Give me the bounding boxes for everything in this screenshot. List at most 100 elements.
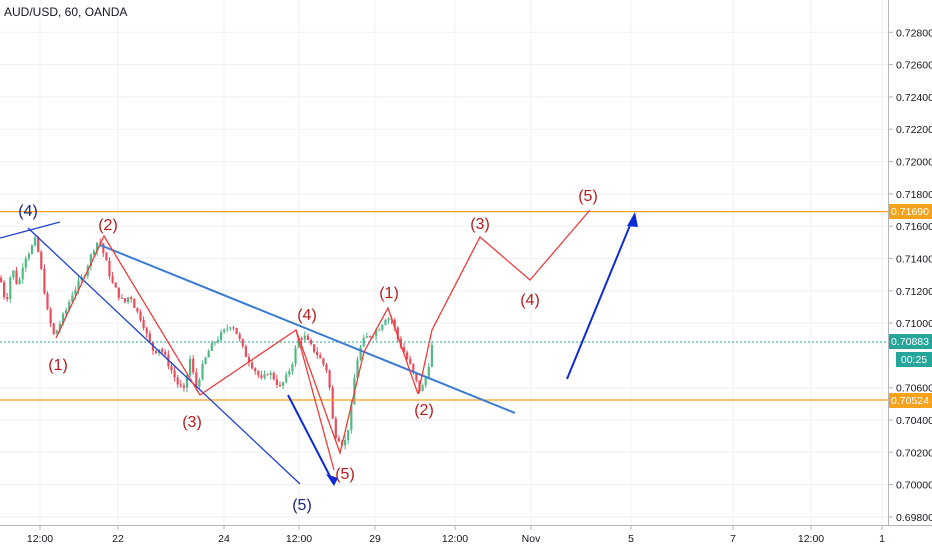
wave-small-path[interactable] [295, 306, 419, 456]
xtick-label: 29 [369, 533, 381, 545]
ytick-label: 0.72200 [896, 124, 932, 136]
wave-label-red-1: (1) [48, 357, 68, 374]
wave-label-blue-4: (4) [18, 203, 38, 220]
ytick-label: 0.71000 [896, 318, 932, 330]
candle-body [102, 243, 105, 254]
candle-body [58, 323, 61, 331]
ytick-label: 0.70600 [896, 383, 932, 395]
candle-body [347, 429, 350, 441]
candle-body [114, 282, 117, 288]
chart-grid [0, 0, 888, 525]
candle-body [247, 357, 251, 363]
countdown-badge [896, 352, 932, 367]
projection-arrow-shaft[interactable] [566, 217, 634, 380]
candle-body [145, 328, 148, 334]
candle-body [173, 370, 176, 378]
candle-body [415, 372, 418, 381]
candle-body [375, 330, 378, 337]
candle-body [303, 335, 306, 340]
candle-body [185, 375, 189, 388]
wave-label-red-1b: (1) [379, 285, 399, 302]
wave-labels: (4) (2) (1) (3) (4) (5) (1) (2) (3) (4) … [18, 188, 598, 514]
candle-body [136, 307, 139, 312]
candle-body [412, 363, 415, 373]
time-axis[interactable]: 12:00 22 24 12:00 29 12:00 Nov 5 7 12:00 1 [27, 525, 885, 545]
wave-abc-path[interactable] [55, 234, 335, 471]
price-axis[interactable]: 0.72800 0.72600 0.72400 0.72200 0.72000 0.718… [888, 27, 932, 524]
candle-body [378, 329, 381, 331]
candle-body [77, 280, 80, 290]
candle-body [220, 332, 223, 340]
symbol-label[interactable]: AUD/USD, 60, OANDA [4, 5, 128, 19]
horizontal-levels[interactable] [0, 211, 888, 401]
candle-body [120, 297, 123, 299]
candle-body [117, 287, 120, 298]
trendline-main[interactable] [99, 244, 516, 414]
candle-body [325, 364, 328, 371]
candle-body [272, 372, 275, 380]
projection-arrowhead-icon [627, 212, 638, 227]
ytick-label: 0.72000 [896, 157, 932, 169]
candle-body [356, 359, 359, 379]
channel-lower-line[interactable] [27, 227, 301, 485]
candle-body [291, 364, 294, 372]
candle-body [251, 362, 254, 369]
drawing-objects[interactable] [0, 209, 638, 486]
candle-body [210, 343, 213, 351]
wave-label-red-3: (3) [182, 414, 202, 431]
candle-body [127, 297, 130, 303]
candlestick-series [0, 235, 433, 450]
ytick-label: 0.72800 [896, 27, 932, 39]
candle-body [55, 330, 58, 334]
candle-body [266, 374, 269, 376]
candle-body [406, 352, 409, 359]
candle-body [257, 371, 260, 376]
candle-body [334, 418, 337, 439]
candle-body [285, 374, 288, 383]
candle-body [396, 327, 399, 339]
wave-label-red-5: (5) [335, 466, 355, 483]
candle-body [37, 237, 40, 252]
xtick-label: 12:00 [27, 533, 53, 545]
candle-body [300, 338, 303, 340]
xtick-label: 12:00 [798, 533, 824, 545]
candle-body [52, 323, 55, 334]
xtick-label: 22 [112, 533, 124, 545]
wave-projection-path[interactable] [417, 209, 591, 395]
candle-body [294, 347, 297, 365]
candle-body [350, 404, 353, 430]
candle-body [409, 358, 412, 364]
candle-body [170, 366, 173, 371]
candle-body [24, 258, 27, 268]
ytick-label: 0.72400 [896, 92, 932, 104]
ytick-label: 0.71200 [896, 286, 932, 298]
candle-body [161, 349, 164, 352]
ytick-label: 0.70200 [896, 447, 932, 459]
wave-5-arrow-shaft[interactable] [287, 394, 335, 485]
xtick-label: 7 [730, 533, 736, 545]
candle-body [189, 358, 192, 376]
candle-body [43, 268, 46, 294]
wave-label-blue-5: (5) [292, 497, 312, 514]
candle-body [198, 379, 201, 388]
candle-body [130, 297, 133, 299]
candle-body [235, 327, 238, 335]
candle-body [344, 440, 347, 446]
countdown-badge-text: 00:25 [901, 354, 927, 366]
candle-body [427, 366, 430, 378]
candle-body [148, 333, 151, 342]
candle-body [92, 250, 96, 255]
candle-body [204, 357, 207, 364]
candle-body [9, 277, 12, 299]
candle-body [365, 336, 368, 338]
candle-body [322, 358, 325, 365]
candle-body [263, 374, 266, 378]
candle-body [275, 379, 278, 385]
candle-body [362, 337, 365, 347]
current-price-badge-text: 0.70883 [891, 336, 929, 348]
xtick-label: 5 [628, 533, 634, 545]
xtick-label: 1 [879, 533, 885, 545]
candle-body [313, 344, 316, 352]
